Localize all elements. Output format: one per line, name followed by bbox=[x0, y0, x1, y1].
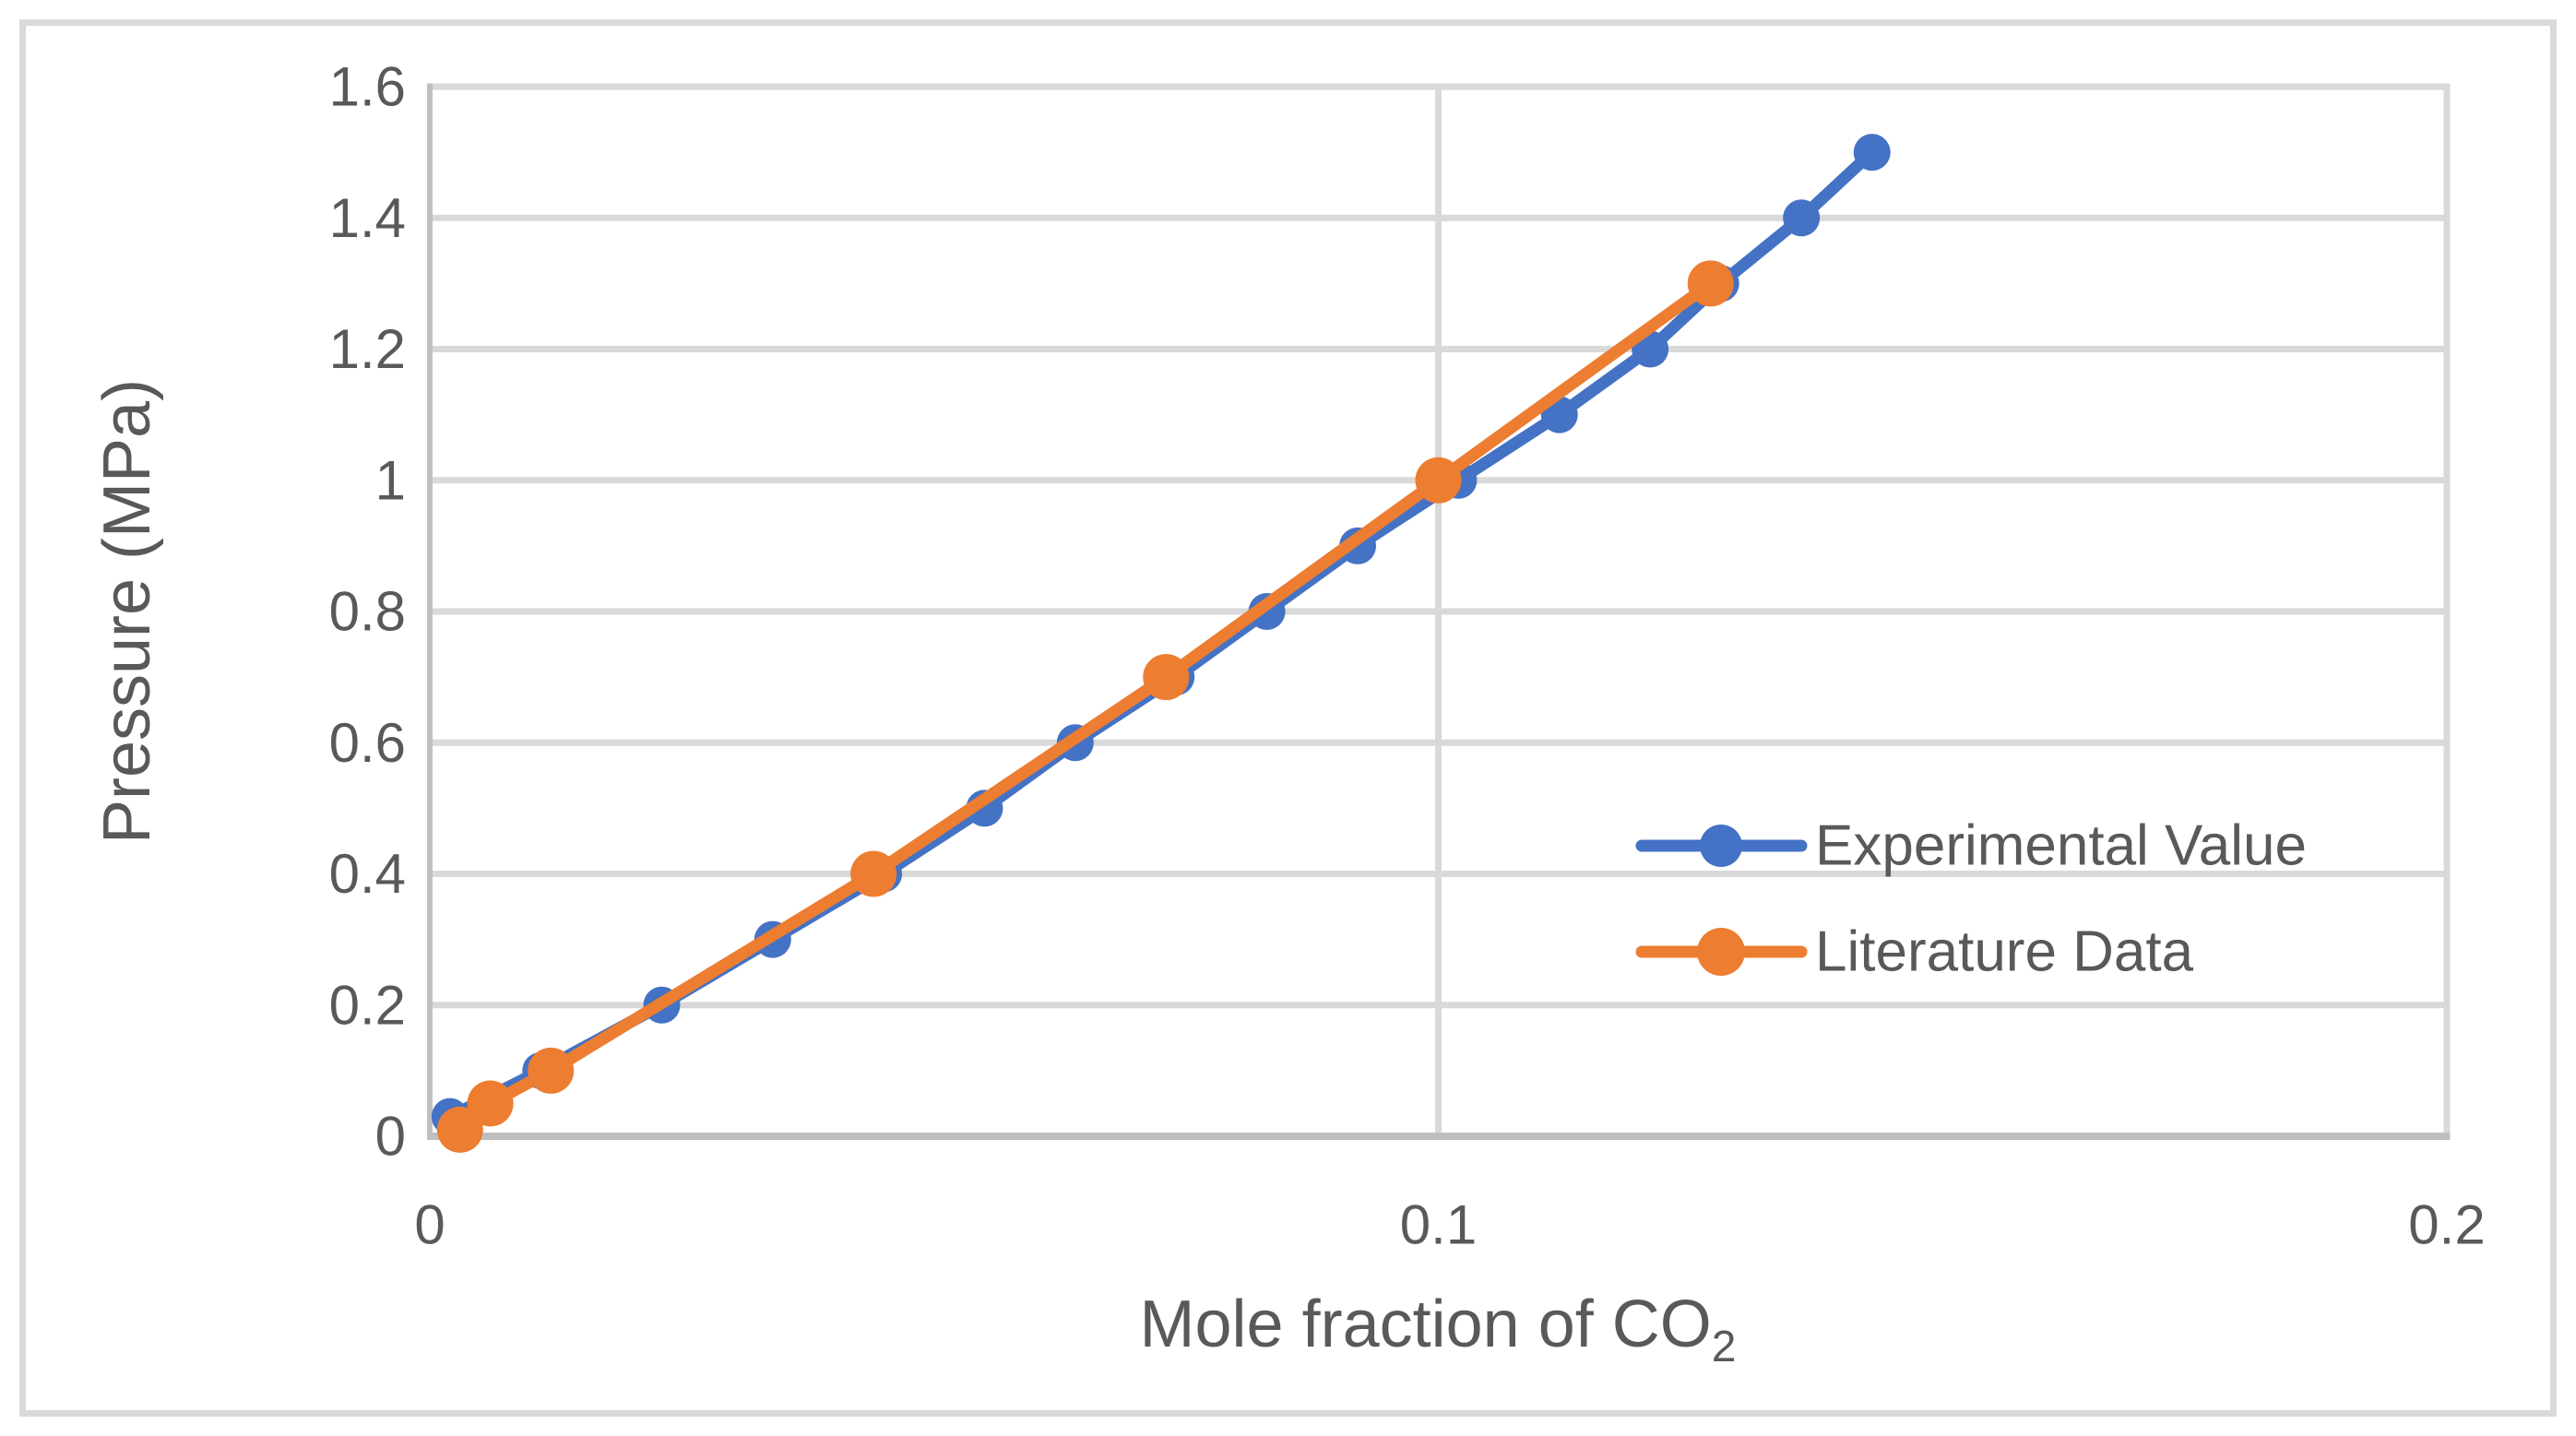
y-tick-labels: 0 0.2 0.4 0.6 0.8 1 1.2 1.4 1.6 bbox=[329, 56, 406, 1168]
data-point-literature-data bbox=[1143, 654, 1190, 701]
x-tick-label-0: 0 bbox=[414, 1194, 445, 1256]
data-point-literature-data bbox=[528, 1047, 575, 1094]
series-layer bbox=[431, 134, 1891, 1153]
legend: Experimental Value Literature Data bbox=[1635, 814, 2307, 984]
legend-label-literature-data: Literature Data bbox=[1815, 920, 2194, 984]
y-tick-label-0.6: 0.6 bbox=[329, 712, 406, 774]
y-tick-label-0: 0 bbox=[375, 1106, 406, 1168]
axes bbox=[427, 83, 2451, 1140]
x-tick-labels: 0 0.1 0.2 bbox=[414, 1194, 2485, 1256]
x-axis-title-subscript: 2 bbox=[1712, 1323, 1737, 1371]
y-tick-label-1.2: 1.2 bbox=[329, 318, 406, 380]
legend-label-experimental-value: Experimental Value bbox=[1815, 814, 2307, 878]
series-literature-data bbox=[436, 260, 1734, 1153]
gridlines bbox=[430, 83, 2451, 1136]
x-axis-title: Mole fraction of CO2 bbox=[1140, 1288, 1737, 1371]
data-point-literature-data bbox=[1687, 260, 1734, 307]
legend-marker-experimental-value bbox=[1700, 825, 1742, 867]
y-tick-label-1: 1 bbox=[375, 449, 406, 511]
data-point-literature-data bbox=[1415, 457, 1462, 504]
series-experimental-value bbox=[431, 134, 1891, 1135]
data-point-experimental-value bbox=[1783, 199, 1821, 237]
data-point-experimental-value bbox=[1853, 134, 1891, 172]
y-tick-label-1.6: 1.6 bbox=[329, 56, 406, 118]
data-point-literature-data bbox=[850, 850, 897, 897]
data-point-literature-data bbox=[436, 1106, 483, 1153]
y-tick-label-0.4: 0.4 bbox=[329, 843, 406, 905]
legend-marker-literature-data bbox=[1697, 928, 1745, 976]
y-axis-title: Pressure (MPa) bbox=[90, 379, 164, 844]
x-axis-title-main: Mole fraction of CO bbox=[1140, 1288, 1712, 1361]
x-tick-label-0.1: 0.1 bbox=[1400, 1194, 1477, 1256]
data-point-literature-data bbox=[467, 1080, 514, 1127]
chart-border bbox=[19, 19, 2557, 1417]
y-tick-label-0.8: 0.8 bbox=[329, 581, 406, 643]
y-tick-label-0.2: 0.2 bbox=[329, 974, 406, 1036]
series-line-experimental-value bbox=[444, 146, 1879, 1123]
legend-item-literature-data: Literature Data bbox=[1635, 920, 2194, 984]
y-tick-label-1.4: 1.4 bbox=[329, 187, 406, 249]
legend-item-experimental-value: Experimental Value bbox=[1635, 814, 2307, 878]
x-tick-label-0.2: 0.2 bbox=[2408, 1194, 2485, 1256]
